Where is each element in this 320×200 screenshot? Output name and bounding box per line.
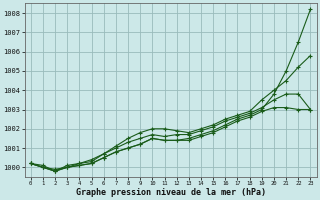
X-axis label: Graphe pression niveau de la mer (hPa): Graphe pression niveau de la mer (hPa): [76, 188, 266, 197]
